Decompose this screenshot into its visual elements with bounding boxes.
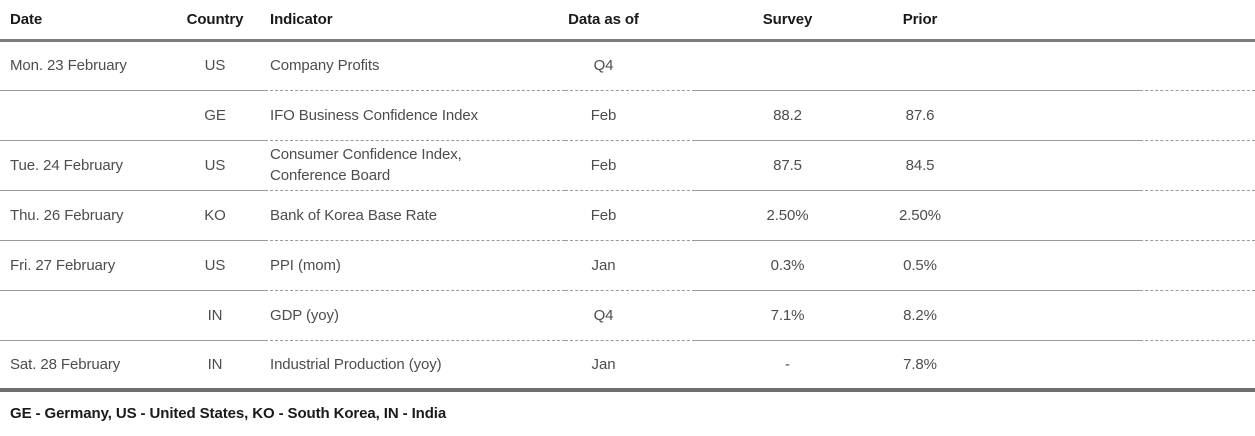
cell-country: US (165, 140, 265, 191)
economic-calendar: Date Country Indicator Data as of Survey… (0, 0, 1255, 422)
cell-country: US (165, 40, 265, 91)
cell-prior (880, 40, 1140, 91)
cell-indicator: Consumer Confidence Index, Conference Bo… (265, 140, 565, 191)
cell-survey: 87.5 (695, 140, 880, 191)
cell-indicator: GDP (yoy) (265, 290, 565, 341)
cell-prior: 8.2% (880, 290, 1140, 341)
cell-data-as-of: Feb (565, 140, 695, 191)
cell-filler (1140, 140, 1255, 191)
cell-country: KO (165, 190, 265, 241)
cell-indicator: Company Profits (265, 40, 565, 91)
cell-indicator: IFO Business Confidence Index (265, 90, 565, 141)
cell-survey: 0.3% (695, 240, 880, 291)
cell-prior: 2.50% (880, 190, 1140, 241)
cell-data-as-of: Jan (565, 240, 695, 291)
table-row: Fri. 27 February US PPI (mom) Jan 0.3% 0.5% (0, 240, 1255, 291)
table-row: GE IFO Business Confidence Index Feb 88.2 87… (0, 90, 1255, 141)
cell-date: Sat. 28 February (10, 355, 121, 373)
cell-filler (1140, 40, 1255, 91)
cell-filler (1140, 190, 1255, 241)
cell-country: US (165, 240, 265, 291)
table-row: Sat. 28 February IN Industrial Production … (0, 340, 1255, 390)
col-header-indicator: Indicator (265, 0, 565, 42)
cell-survey: 88.2 (695, 90, 880, 141)
cell-survey: - (785, 355, 790, 373)
cell-survey: 2.50% (695, 190, 880, 241)
cell-country: IN (207, 355, 223, 373)
col-header-filler (1140, 0, 1255, 42)
cell-filler (1140, 90, 1255, 141)
table-row: Tue. 24 February US Consumer Confidence In… (0, 140, 1255, 191)
cell-prior: 7.8% (903, 355, 937, 373)
cell-survey: 7.1% (695, 290, 880, 341)
cell-filler (1140, 290, 1255, 341)
cell-data-as-of: Feb (565, 190, 695, 241)
cell-data-as-of: Q4 (565, 290, 695, 341)
col-header-prior: Prior (880, 0, 1140, 42)
cell-date: Fri. 27 February (0, 240, 165, 291)
cell-prior: 84.5 (880, 140, 1140, 191)
cell-date (0, 90, 165, 141)
country-code-legend: GE - Germany, US - United States, KO - S… (10, 405, 447, 422)
col-header-date: Date (0, 0, 165, 42)
cell-indicator: PPI (mom) (265, 240, 565, 291)
table-header: Date Country Indicator Data as of Survey… (0, 0, 1255, 42)
cell-data-as-of: Jan (591, 355, 616, 373)
table-row: Thu. 26 February KO Bank of Korea Base Rat… (0, 190, 1255, 241)
cell-date: Mon. 23 February (0, 40, 165, 91)
cell-country: IN (165, 290, 265, 341)
cell-data-as-of: Q4 (565, 40, 695, 91)
col-header-survey: Survey (695, 0, 880, 42)
cell-survey (695, 40, 880, 91)
table-body: Mon. 23 February US Company Profits Q4 GE IFO… (0, 40, 1255, 390)
cell-date: Thu. 26 February (0, 190, 165, 241)
table-row: Mon. 23 February US Company Profits Q4 (0, 40, 1255, 91)
cell-filler (1140, 240, 1255, 291)
cell-date (0, 290, 165, 341)
cell-prior: 0.5% (880, 240, 1140, 291)
cell-country: GE (165, 90, 265, 141)
cell-filler (1140, 340, 1255, 390)
table-header-row: Date Country Indicator Data as of Survey… (0, 0, 1255, 42)
col-header-data-as-of: Data as of (565, 0, 695, 42)
col-header-country: Country (165, 0, 265, 42)
cell-indicator: Bank of Korea Base Rate (265, 190, 565, 241)
cell-indicator: Industrial Production (yoy) (270, 355, 442, 373)
table-row: IN GDP (yoy) Q4 7.1% 8.2% (0, 290, 1255, 341)
cell-prior: 87.6 (880, 90, 1140, 141)
economic-calendar-table: Date Country Indicator Data as of Survey… (0, 0, 1255, 392)
cell-data-as-of: Feb (565, 90, 695, 141)
cell-date: Tue. 24 February (0, 140, 165, 191)
